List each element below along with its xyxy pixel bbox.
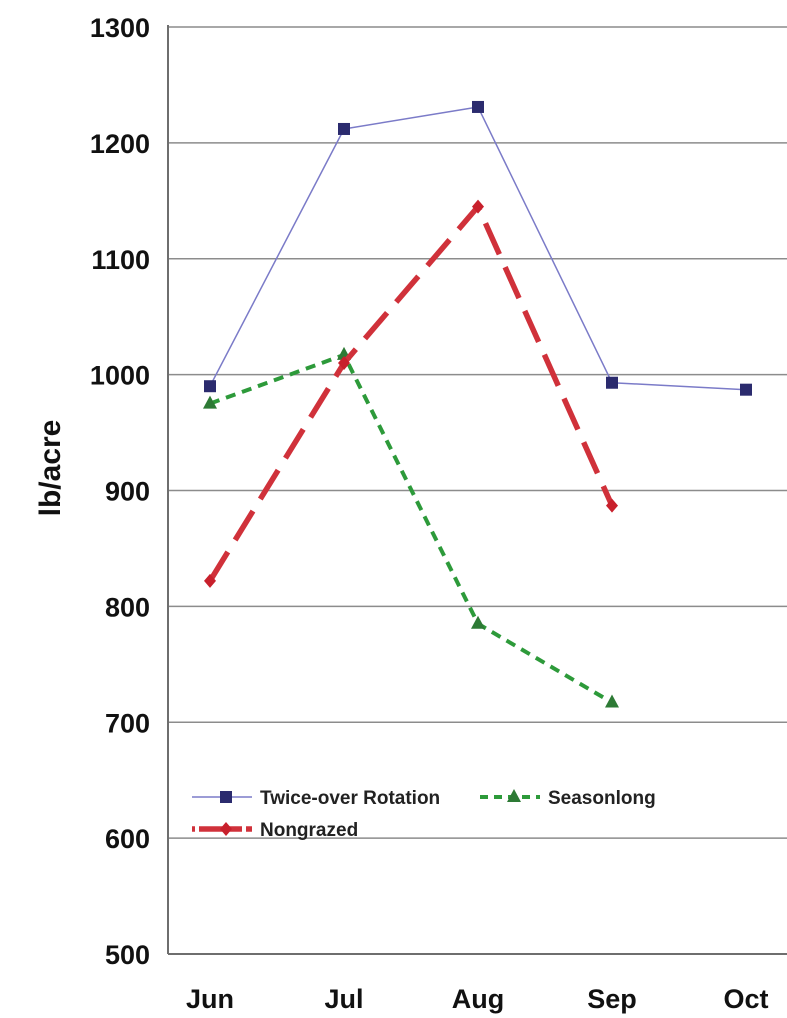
x-tick-label: Oct — [723, 984, 768, 1014]
y-axis-tick-labels: 500 600 700 800 900 1000 1100 1200 1300 — [90, 13, 150, 970]
data-point-triangle — [507, 789, 521, 802]
data-point-triangle — [203, 395, 217, 409]
legend: Twice-over Rotation Seasonlong Nongrazed — [192, 788, 656, 841]
legend-label: Seasonlong — [548, 788, 656, 809]
series-seasonlong — [203, 346, 619, 708]
y-tick-label: 1300 — [90, 13, 150, 43]
grid-lines — [168, 26, 787, 839]
x-tick-label: Jun — [186, 984, 234, 1014]
x-tick-label: Sep — [587, 984, 637, 1014]
y-axis-title: lb/acre — [34, 420, 67, 517]
data-point-square — [740, 383, 752, 396]
plot-frame — [167, 25, 787, 955]
data-point-triangle — [605, 694, 619, 708]
y-tick-label: 500 — [105, 940, 150, 970]
legend-label: Nongrazed — [260, 820, 358, 841]
data-point-triangle — [471, 615, 485, 629]
data-point-diamond — [220, 822, 232, 836]
legend-item: Seasonlong — [480, 788, 656, 809]
y-tick-label: 1100 — [91, 245, 150, 275]
y-tick-label: 1000 — [90, 361, 150, 391]
y-tick-label: 600 — [105, 824, 150, 854]
series-group — [203, 100, 752, 708]
y-tick-label: 900 — [105, 477, 150, 507]
data-point-square — [220, 791, 232, 803]
x-tick-label: Aug — [452, 984, 504, 1014]
series-line — [209, 106, 747, 391]
data-point-square — [204, 380, 216, 393]
data-point-square — [606, 376, 618, 389]
data-point-diamond — [472, 199, 484, 214]
x-tick-label: Jul — [324, 984, 363, 1014]
data-point-square — [338, 122, 350, 135]
y-tick-label: 800 — [105, 592, 150, 622]
data-point-diamond — [338, 356, 350, 371]
series-line — [207, 203, 615, 583]
y-tick-label: 700 — [105, 708, 150, 738]
data-point-diamond — [204, 573, 216, 588]
series-nongrazed — [204, 199, 618, 588]
series-twice-over-rotation — [204, 100, 752, 396]
legend-label: Twice-over Rotation — [260, 788, 440, 809]
legend-item: Nongrazed — [192, 820, 358, 841]
data-point-diamond — [606, 498, 618, 513]
data-point-square — [472, 100, 484, 113]
series-line — [209, 352, 614, 705]
y-tick-label: 1200 — [90, 129, 150, 159]
legend-item: Twice-over Rotation — [192, 788, 440, 809]
x-axis-tick-labels: Jun Jul Aug Sep Oct — [186, 984, 769, 1014]
